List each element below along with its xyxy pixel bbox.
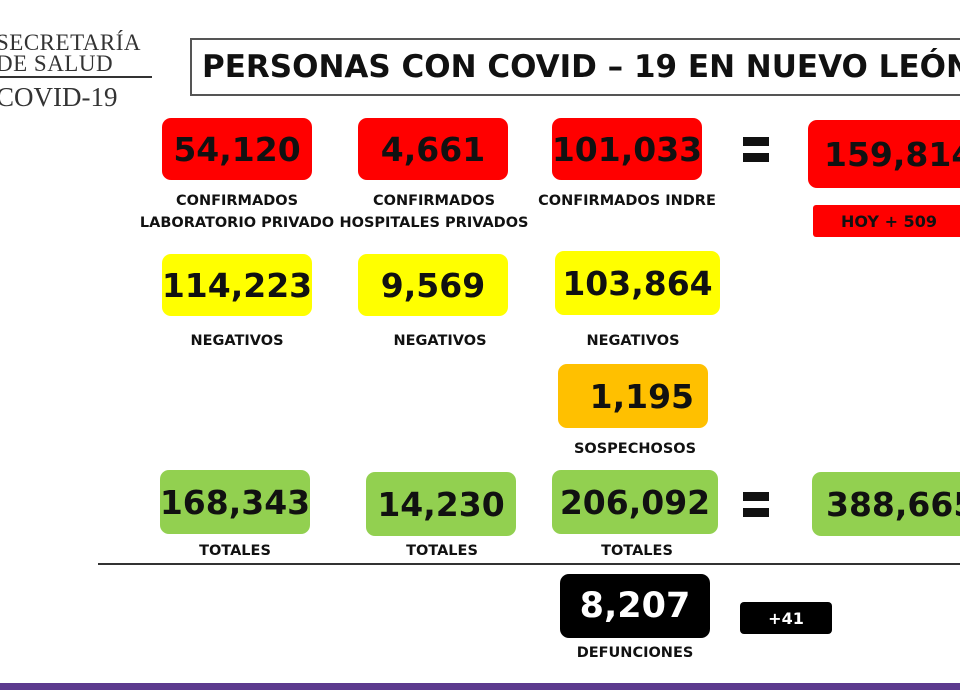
confirmed-total-box: 159,814: [808, 120, 960, 188]
deaths-today-badge: +41: [740, 602, 832, 634]
totals-private-lab-box: 168,343: [160, 470, 310, 534]
negatives-indre-box: 103,864: [555, 251, 720, 315]
deaths-label: DEFUNCIONES: [576, 645, 694, 661]
equals-sign: [743, 137, 769, 163]
totals-indre-box: 206,092: [552, 470, 718, 534]
confirmed-private-lab-label-line2: LABORATORIO PRIVADO: [139, 215, 335, 231]
negatives-indre-label: NEGATIVOS: [586, 333, 680, 349]
confirmed-today-badge: HOY + 509: [813, 205, 960, 237]
confirmed-indre-box: 101,033: [552, 118, 702, 180]
grand-total-box: 388,665: [812, 472, 960, 536]
logo-line-covid: COVID-19: [0, 82, 118, 112]
logo-line-de-salud: DE SALUD: [0, 51, 114, 76]
confirmed-private-lab-label: CONFIRMADOS LABORATORIO PRIVADO: [137, 190, 337, 234]
page-title: PERSONAS CON COVID – 19 EN NUEVO LEÓN: [202, 49, 960, 85]
negatives-private-lab-label: NEGATIVOS: [190, 333, 284, 349]
totals-private-hospitals-label: TOTALES: [406, 543, 478, 559]
confirmed-private-hospitals-label: CONFIRMADOS HOSPITALES PRIVADOS: [334, 190, 534, 234]
deaths-box: 8,207: [560, 574, 710, 638]
confirmed-private-hospitals-label-line1: CONFIRMADOS: [372, 193, 496, 209]
suspects-label: SOSPECHOSOS: [573, 441, 697, 457]
suspects-box: 1,195: [558, 364, 708, 428]
logo-divider: [0, 76, 152, 78]
totals-indre-label: TOTALES: [601, 543, 673, 559]
confirmed-private-hospitals-label-line2: HOSPITALES PRIVADOS: [339, 215, 529, 231]
confirmed-indre-label: CONFIRMADOS INDRE: [538, 193, 716, 209]
totals-private-lab-label: TOTALES: [199, 543, 271, 559]
section-divider: [98, 563, 960, 565]
bottom-accent-bar: [0, 683, 960, 690]
confirmed-private-lab-label-line1: CONFIRMADOS: [175, 193, 299, 209]
equals-sign-totals: [743, 492, 769, 518]
confirmed-private-lab-box: 54,120: [162, 118, 312, 180]
title-box: PERSONAS CON COVID – 19 EN NUEVO LEÓN: [190, 38, 960, 96]
negatives-private-hospitals-box: 9,569: [358, 254, 508, 316]
totals-private-hospitals-box: 14,230: [366, 472, 516, 536]
secretaria-de-salud-logo: SECRETARÍA DE SALUD COVID-19: [0, 30, 160, 120]
logo-line-secretaria: SECRETARÍA: [0, 30, 141, 55]
confirmed-private-hospitals-box: 4,661: [358, 118, 508, 180]
negatives-private-lab-box: 114,223: [162, 254, 312, 316]
negatives-private-hospitals-label: NEGATIVOS: [393, 333, 487, 349]
